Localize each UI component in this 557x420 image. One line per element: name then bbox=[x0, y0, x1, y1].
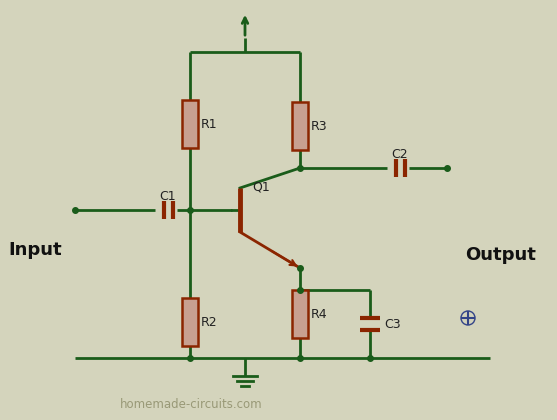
Text: R2: R2 bbox=[201, 315, 218, 328]
Text: R1: R1 bbox=[201, 118, 218, 131]
Text: Input: Input bbox=[8, 241, 62, 259]
Bar bbox=[182, 298, 198, 346]
Bar bbox=[292, 290, 308, 338]
Text: homemade-circuits.com: homemade-circuits.com bbox=[120, 399, 262, 412]
Bar bbox=[182, 100, 198, 148]
Text: C1: C1 bbox=[160, 189, 177, 202]
Text: R4: R4 bbox=[311, 307, 328, 320]
Text: C2: C2 bbox=[392, 147, 408, 160]
Text: C3: C3 bbox=[384, 318, 400, 331]
Text: R3: R3 bbox=[311, 120, 328, 132]
Text: Q1: Q1 bbox=[252, 180, 270, 193]
Bar bbox=[292, 102, 308, 150]
Text: Output: Output bbox=[465, 246, 536, 264]
